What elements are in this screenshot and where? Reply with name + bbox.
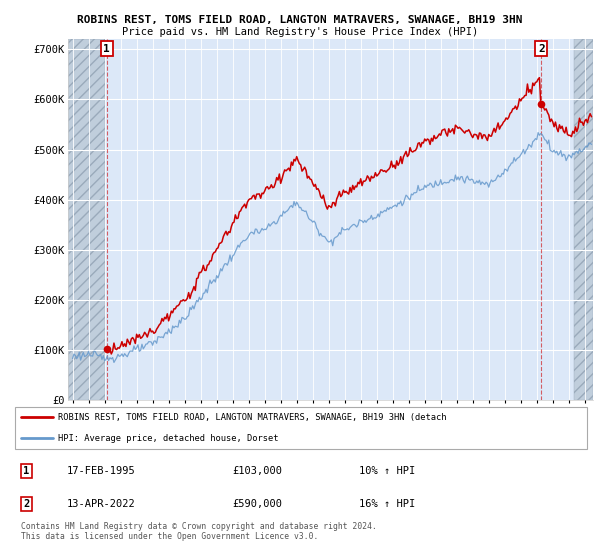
Text: 10% ↑ HPI: 10% ↑ HPI bbox=[359, 466, 416, 476]
Text: 16% ↑ HPI: 16% ↑ HPI bbox=[359, 499, 416, 509]
FancyBboxPatch shape bbox=[15, 407, 587, 449]
Text: HPI: Average price, detached house, Dorset: HPI: Average price, detached house, Dors… bbox=[58, 434, 279, 443]
Text: £103,000: £103,000 bbox=[232, 466, 282, 476]
Bar bbox=[574, 39, 593, 400]
Text: 1: 1 bbox=[23, 466, 29, 476]
Text: Contains HM Land Registry data © Crown copyright and database right 2024.
This d: Contains HM Land Registry data © Crown c… bbox=[21, 522, 377, 542]
Text: 13-APR-2022: 13-APR-2022 bbox=[67, 499, 136, 509]
Text: Price paid vs. HM Land Registry's House Price Index (HPI): Price paid vs. HM Land Registry's House … bbox=[122, 27, 478, 37]
Text: 1: 1 bbox=[103, 44, 110, 54]
Text: 2: 2 bbox=[23, 499, 29, 509]
Text: 17-FEB-1995: 17-FEB-1995 bbox=[67, 466, 136, 476]
Text: £590,000: £590,000 bbox=[232, 499, 282, 509]
Text: ROBINS REST, TOMS FIELD ROAD, LANGTON MATRAVERS, SWANAGE, BH19 3HN (detach: ROBINS REST, TOMS FIELD ROAD, LANGTON MA… bbox=[58, 413, 447, 422]
Text: 2: 2 bbox=[538, 44, 545, 54]
Bar bbox=[68, 39, 104, 400]
Text: ROBINS REST, TOMS FIELD ROAD, LANGTON MATRAVERS, SWANAGE, BH19 3HN: ROBINS REST, TOMS FIELD ROAD, LANGTON MA… bbox=[77, 15, 523, 25]
